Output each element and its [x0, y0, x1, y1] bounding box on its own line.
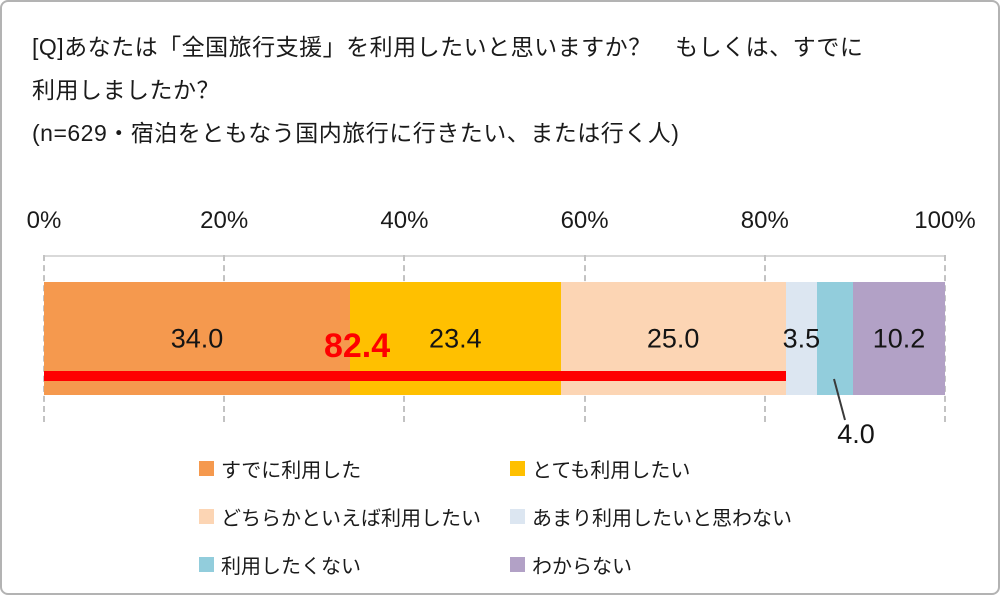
legend-item-label: わからない	[532, 555, 632, 578]
x-axis-tick: 40%	[380, 207, 429, 234]
legend-item-5: 利用したくない	[199, 550, 510, 579]
legend-item-6: わからない	[510, 550, 792, 579]
callout-value-label: 4.0	[837, 419, 875, 449]
legend-swatch-icon	[199, 508, 214, 524]
legend-swatch-icon	[199, 556, 214, 572]
legend-swatch-icon	[510, 508, 525, 524]
x-axis-tick: 100%	[914, 207, 976, 234]
legend-item-1: すでに利用した	[199, 454, 510, 483]
bar-segment-value-label: 10.2	[872, 323, 926, 353]
legend: すでに利用した とても利用したいどちらかといえば利用したい あまり利用したいと思わな…	[199, 444, 792, 588]
legend-item-3: どちらかといえば利用したい	[199, 502, 510, 531]
bar-segment-value-label: 25.0	[646, 323, 700, 353]
x-axis-tick: 60%	[560, 207, 609, 234]
bar-segment-value-label: 34.0	[170, 323, 224, 353]
bar-segment-value-label: 3.5	[782, 323, 821, 353]
stacked-bar: 34.0 23.4 25.0 3.5 10.2	[44, 282, 945, 395]
combined-value-label: 82.4	[323, 327, 391, 365]
x-axis-tick: 80%	[740, 207, 789, 234]
legend-swatch-icon	[199, 460, 214, 476]
legend-item-label: 利用したくない	[221, 555, 361, 578]
legend-item-label: どちらかといえば利用したい	[221, 507, 481, 530]
sample-size-note: (n=629・宿泊をともなう国内旅行に行きたい、または行く人)	[32, 120, 680, 146]
legend-item-2: とても利用したい	[510, 454, 792, 483]
bar-segment-4: 3.5	[782, 282, 821, 395]
bar-segment-value-label: 23.4	[429, 323, 482, 353]
gridline	[944, 255, 946, 422]
plot-top-border	[44, 255, 945, 257]
bar-segment-5	[817, 282, 854, 395]
callout-group: 4.0	[833, 378, 893, 449]
legend-item-4: あまり利用したいと思わない	[510, 502, 792, 531]
bar-segment-6: 10.2	[853, 282, 945, 395]
x-axis-tick: 0%	[26, 207, 62, 234]
x-axis-tick: 20%	[200, 207, 249, 234]
legend-item-label: とても利用したい	[532, 459, 691, 482]
red-underline	[44, 371, 786, 381]
legend-item-label: あまり利用したいと思わない	[532, 507, 792, 530]
plot-area: 34.0 23.4 25.0 3.5 10.2 82.4 4.0	[43, 255, 946, 449]
legend-item-label: すでに利用した	[221, 459, 362, 482]
legend-swatch-icon	[510, 460, 525, 476]
question-title-line2: 利用しましたか？	[32, 77, 220, 103]
callout-leader-line	[833, 378, 847, 421]
x-axis: 0% 20% 40% 60% 80% 100%	[27, 206, 976, 236]
legend-swatch-icon	[510, 556, 525, 572]
question-title: [Q]あなたは「全国旅行支援」を利用したいと思いますか？ もしくは、すでに 利用…	[32, 26, 863, 155]
question-title-line1: [Q]あなたは「全国旅行支援」を利用したいと思いますか？ もしくは、すでに	[32, 34, 864, 60]
